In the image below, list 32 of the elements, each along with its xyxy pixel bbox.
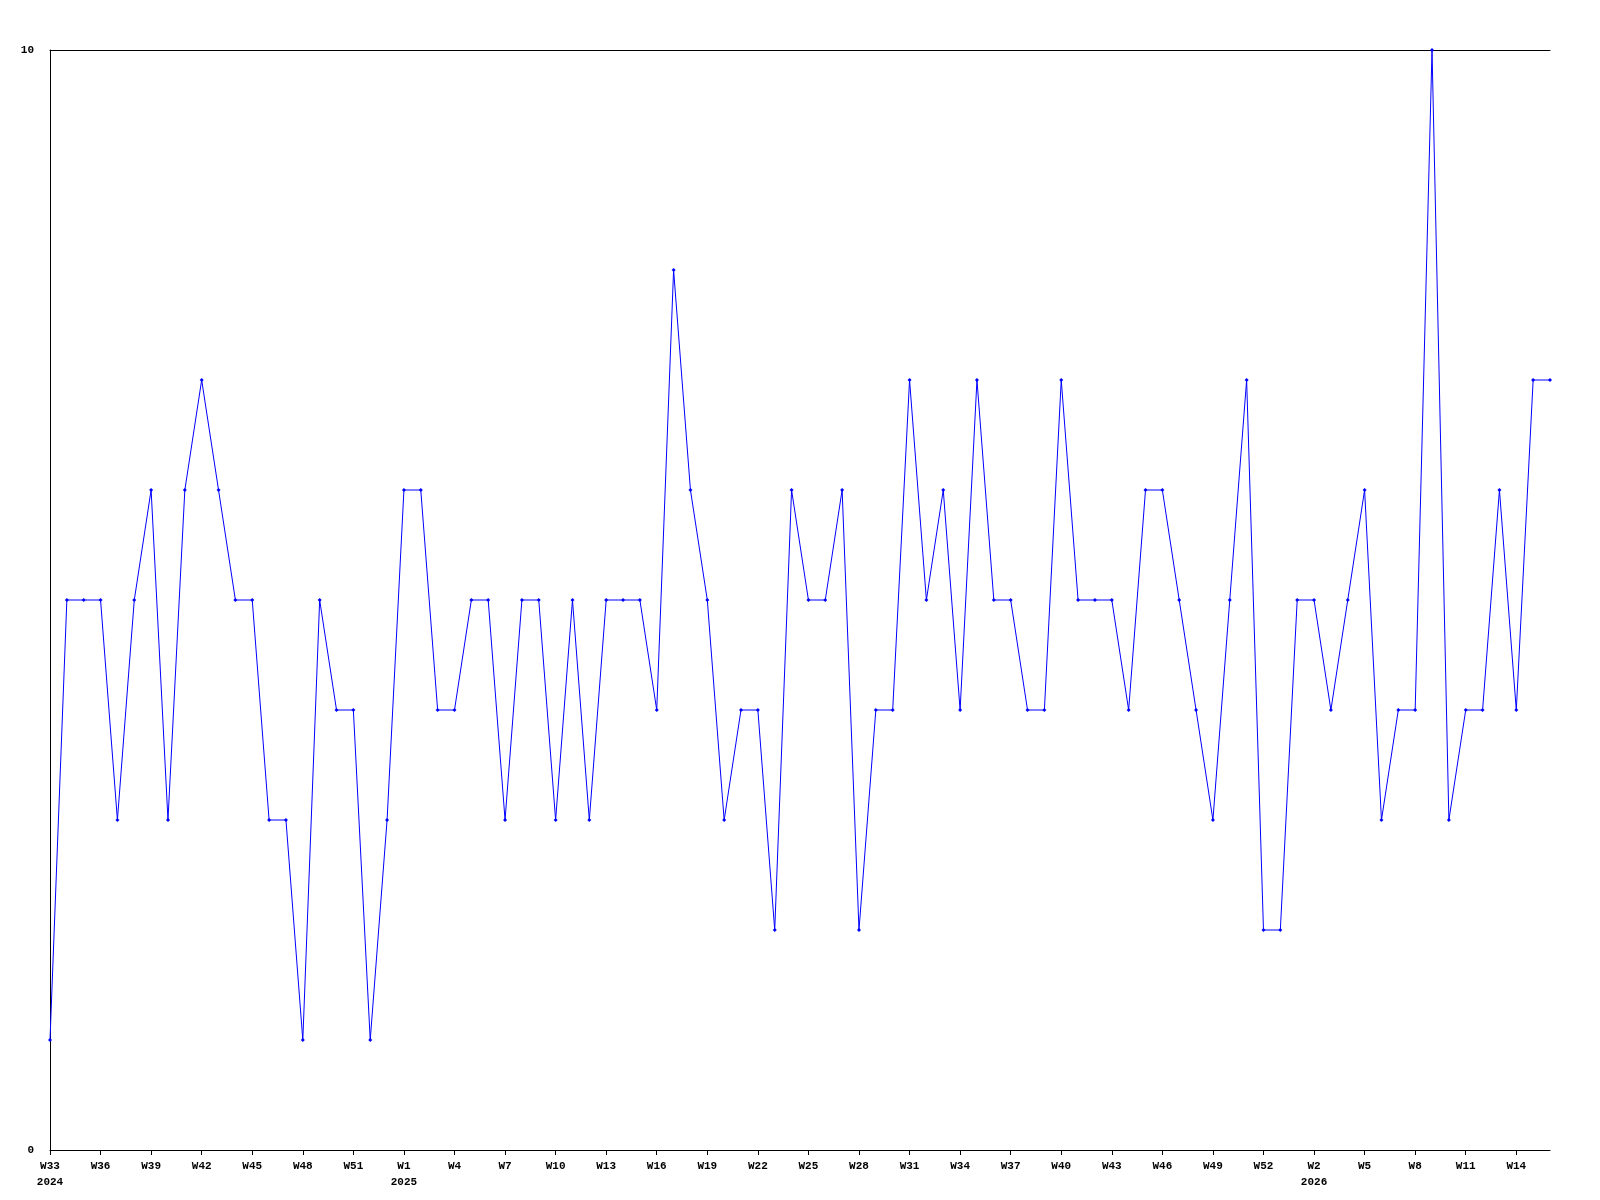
- x-tick-label: W31: [899, 1160, 920, 1172]
- x-tick-label: W8: [1408, 1160, 1423, 1172]
- x-tick-label: W36: [90, 1160, 111, 1172]
- x-tick-label: W13: [596, 1160, 617, 1172]
- x-tick-label: W19: [697, 1160, 718, 1172]
- x-tick-label: W5: [1358, 1160, 1372, 1172]
- x-tick-label: W2 2026: [1300, 1160, 1328, 1188]
- x-tick-label: W52: [1253, 1160, 1274, 1172]
- x-tick-label: W22: [747, 1160, 768, 1172]
- x-tick-label: W51: [343, 1160, 364, 1172]
- x-tick-label: W4: [447, 1160, 462, 1172]
- x-tick-label: W37: [1000, 1160, 1021, 1172]
- x-tick-label: W7: [498, 1160, 512, 1172]
- x-tick-label: W28: [849, 1160, 870, 1172]
- y-tick-label: 0: [27, 1144, 34, 1156]
- x-tick-label: W45: [242, 1160, 263, 1172]
- x-tick-label: W34: [950, 1160, 971, 1172]
- x-tick-label: W25: [798, 1160, 819, 1172]
- x-tick-label: W48: [292, 1160, 314, 1172]
- x-tick-label: W1 2025: [390, 1160, 418, 1188]
- x-tick-label: W46: [1152, 1160, 1173, 1172]
- x-tick-label: W42: [191, 1160, 212, 1172]
- x-tick-label: W43: [1101, 1160, 1123, 1172]
- x-tick-label: W11: [1455, 1160, 1477, 1172]
- x-tick-label: W39: [141, 1160, 162, 1172]
- x-tick-label: W16: [646, 1160, 667, 1172]
- x-tick-label: W49: [1203, 1160, 1223, 1172]
- x-tick-label: W10: [545, 1160, 566, 1172]
- y-tick-label: 10: [20, 44, 34, 56]
- x-tick-label: W33 2024: [36, 1160, 64, 1188]
- x-tick-label: W14: [1506, 1160, 1527, 1172]
- x-tick-label: W40: [1051, 1160, 1072, 1172]
